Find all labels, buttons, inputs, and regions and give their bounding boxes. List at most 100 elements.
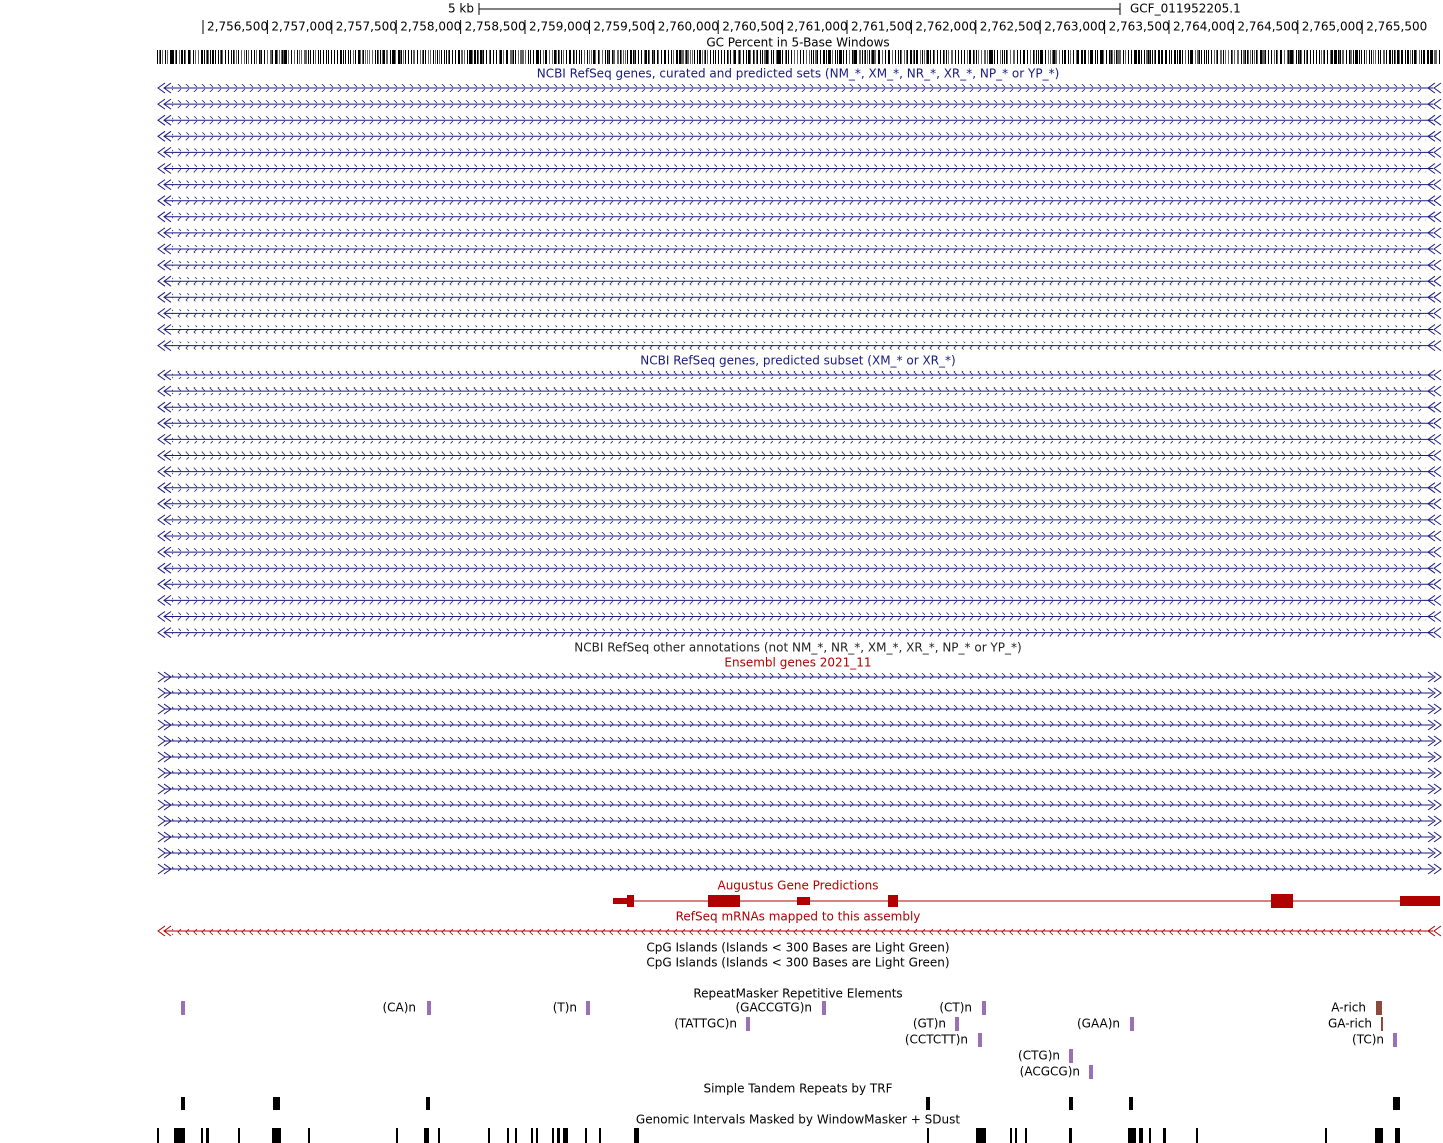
gc-bar [304,50,305,64]
gc-bar [828,50,829,64]
gc-bar [1052,50,1053,64]
gc-bar [1287,50,1288,64]
gene-end [157,82,172,94]
gc-bar [721,50,722,64]
gc-bar [1323,50,1324,64]
gc-bar [1002,50,1003,64]
gc-bar [552,50,553,64]
gc-bar [906,50,907,64]
gc-bar [901,50,902,64]
gc-bar [1179,50,1180,64]
gc-bar [865,50,866,64]
gc-bar [841,50,842,64]
gc-bar [952,50,953,64]
gc-bar [1068,50,1069,64]
gc-bar [1036,50,1037,64]
gene-end [1427,466,1442,478]
gene-end [157,307,172,319]
gc-bar [990,50,991,64]
gc-bar [989,50,990,64]
augustus-exon [1271,894,1293,908]
gc-bar [533,50,534,64]
gc-bar [576,50,577,64]
masked-bar [1069,1128,1072,1143]
gc-bar [1264,50,1265,64]
gc-bar [1248,50,1249,64]
ruler-label: 2,758,500 [465,20,526,34]
gc-bar [673,50,674,64]
gc-bar [1296,50,1297,64]
gc-bar [281,50,282,64]
gc-bar [1197,50,1198,64]
gc-bar [475,50,476,64]
gc-bar [184,50,185,64]
masked-bar [1010,1128,1012,1143]
gc-bar [394,50,395,64]
gc-bar [771,50,772,64]
gene-end [1427,417,1442,429]
gc-bar [694,50,695,64]
gc-bar [1214,50,1215,64]
gc-bar [1288,50,1289,64]
gc-bar [369,50,370,64]
masked-bar [424,1128,429,1143]
gc-bar [951,50,952,64]
gene-end [1427,530,1442,542]
gc-bar [563,50,564,64]
gc-bar [248,50,249,64]
gc-bar [301,50,302,64]
gc-bar [234,50,235,64]
gc-bar [171,50,172,64]
gc-bar [413,50,414,64]
gc-bar [222,50,223,64]
gc-bar [595,50,596,64]
gc-bar [1225,50,1226,64]
gene-end [1427,130,1442,142]
gc-bar [500,50,501,64]
gc-bar [1243,50,1244,64]
gc-bar [683,50,684,64]
gc-bar [645,50,646,64]
gc-bar [400,50,401,64]
gc-bar [331,50,332,64]
gc-bar [1091,50,1092,64]
gc-bar [753,50,754,64]
gc-bar [206,50,207,64]
gc-bar [888,50,889,64]
gc-bar [363,50,364,64]
gc-bar [1301,50,1302,64]
gc-bar [1276,50,1277,64]
gc-bar [692,50,693,64]
ruler-label: 2,763,000 [1044,20,1105,34]
gc-bar [554,50,555,64]
gc-bar [1238,50,1239,64]
gc-bar [337,50,338,64]
gc-bar [1434,50,1435,64]
gc-bar [864,50,865,64]
gc-bar [1319,50,1320,64]
gc-bar [1175,50,1176,64]
gc-bar [1161,50,1162,64]
gc-bar [1390,50,1391,64]
gc-bar [1375,50,1376,64]
gc-bar [411,50,412,64]
masked-bar [1196,1128,1198,1143]
gene-end [1427,863,1442,875]
gc-bar [913,50,914,64]
gc-bar [1351,50,1352,64]
gc-bar [872,50,873,64]
gc-bar [826,50,827,64]
gc-bar [621,50,622,64]
gc-bar [1265,50,1266,64]
masked-bar [536,1128,538,1143]
gc-bar [1136,50,1137,64]
gc-bar [1401,50,1402,64]
gc-bar [699,50,700,64]
gc-bar [398,50,399,64]
gc-bar [679,50,680,64]
gc-bar [1030,50,1031,64]
gc-bar [201,50,202,64]
gc-bar [1033,50,1034,64]
gc-bar [653,50,654,64]
